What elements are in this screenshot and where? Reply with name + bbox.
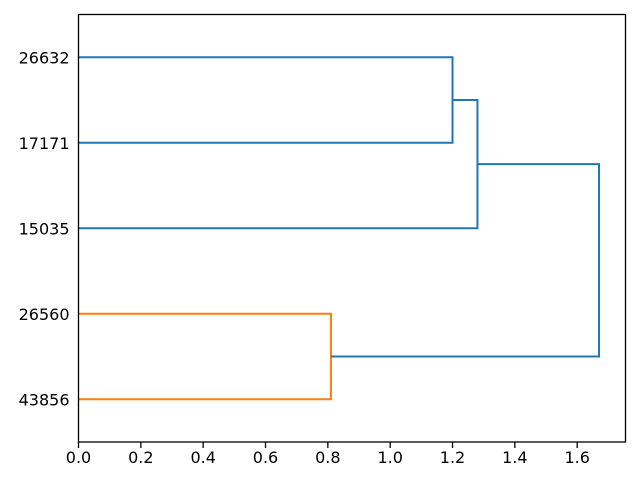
x-tick-label: 0.0 xyxy=(66,448,91,467)
leaf-label: 17171 xyxy=(19,134,70,153)
dendrogram-link-merge-root xyxy=(330,163,601,358)
leaf-label: 43856 xyxy=(19,390,70,409)
leaf-label: 15035 xyxy=(19,219,70,238)
plot-border xyxy=(77,13,627,443)
x-tick-label: 1.4 xyxy=(502,448,527,467)
x-tick-label: 1.6 xyxy=(564,448,589,467)
x-tick-label: 0.8 xyxy=(315,448,340,467)
x-tick-label: 0.2 xyxy=(128,448,153,467)
dendrogram-link-merge-26632-17171 xyxy=(78,56,454,144)
x-tick-label: 0.6 xyxy=(253,448,278,467)
x-tick-label: 0.4 xyxy=(190,448,215,467)
leaf-label: 26632 xyxy=(19,48,70,67)
leaf-label: 26560 xyxy=(19,305,70,324)
x-tick-label: 1.0 xyxy=(377,448,402,467)
x-tick-label: 1.2 xyxy=(440,448,465,467)
